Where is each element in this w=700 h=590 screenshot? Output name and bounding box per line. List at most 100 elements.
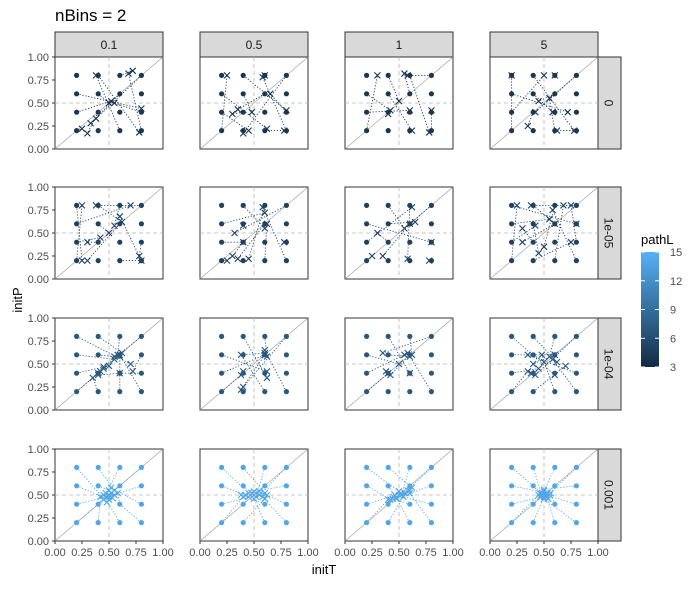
start-point: [219, 91, 225, 97]
start-point: [262, 91, 268, 97]
trajectory-path: [366, 223, 432, 243]
start-point: [385, 239, 391, 245]
x-tick-label: 0.75: [415, 547, 436, 559]
start-point: [364, 72, 370, 78]
trajectory-path: [103, 494, 121, 523]
start-point: [428, 501, 434, 507]
start-point: [509, 352, 515, 358]
y-tick-label: 0.75: [28, 467, 49, 479]
end-point-marker: [535, 365, 542, 372]
start-point: [364, 520, 370, 526]
facet-panel: [199, 317, 309, 411]
start-point: [240, 501, 246, 507]
end-point-marker: [549, 206, 557, 214]
start-point: [385, 91, 391, 97]
end-point-marker: [96, 493, 104, 501]
start-point: [262, 333, 268, 339]
start-point: [74, 483, 80, 489]
end-point-marker: [100, 363, 107, 371]
trajectory-path: [543, 205, 556, 247]
end-point-marker: [562, 362, 569, 370]
facet-panel: [489, 317, 599, 411]
x-tick-label: 0.75: [560, 547, 581, 559]
start-point: [407, 520, 413, 526]
col-strip-label: 0.1: [101, 38, 118, 52]
panel-grid: 0.1 0.5 1 5 0 1e-05 1e-04 0.001 0.00 0.25 0.50 0.75…: [28, 31, 622, 559]
end-point-marker: [266, 90, 274, 98]
trajectory-path: [221, 354, 268, 372]
start-point: [428, 202, 434, 208]
end-point-marker: [406, 220, 414, 228]
trajectory-path: [407, 490, 432, 523]
end-point-marker: [551, 351, 559, 359]
start-point: [95, 464, 101, 470]
trajectory-path: [511, 494, 550, 505]
trajectory-path: [92, 377, 99, 392]
start-point: [509, 389, 515, 395]
end-point-marker: [96, 234, 104, 241]
start-point: [95, 333, 101, 339]
col-strip: [199, 31, 309, 58]
start-point: [74, 91, 80, 97]
end-point-marker: [408, 203, 416, 211]
start-point: [530, 258, 536, 264]
start-point: [385, 501, 391, 507]
end-point-marker: [549, 108, 557, 116]
end-point-marker: [256, 487, 263, 495]
end-point-marker: [261, 495, 269, 503]
trajectory-path: [262, 77, 287, 131]
trajectory-path: [552, 359, 577, 392]
end-point-marker: [519, 225, 526, 232]
start-point: [428, 352, 434, 358]
end-point-marker: [245, 489, 252, 497]
start-point: [262, 258, 268, 264]
start-point: [117, 239, 123, 245]
end-point-marker: [234, 255, 242, 263]
start-point: [573, 333, 580, 339]
end-point-marker: [127, 202, 134, 209]
start-point: [552, 520, 558, 526]
trajectory-path: [264, 336, 268, 357]
end-point-marker: [263, 367, 271, 375]
trajectory-path: [541, 354, 556, 392]
start-point: [117, 464, 123, 470]
end-point-marker: [263, 220, 271, 228]
start-point: [428, 333, 434, 339]
end-point-marker: [527, 369, 535, 377]
end-point-marker: [239, 367, 247, 375]
start-point: [509, 258, 515, 264]
start-point: [552, 464, 558, 470]
trajectory-path: [382, 335, 432, 354]
end-point-marker: [540, 487, 548, 495]
start-point: [364, 239, 370, 245]
trajectory-path: [532, 223, 540, 254]
trajectory-path: [86, 111, 99, 134]
end-point-marker: [404, 255, 412, 263]
end-point-marker: [379, 252, 387, 260]
end-point-marker: [524, 351, 532, 359]
start-point: [117, 72, 123, 78]
end-point-marker: [237, 351, 245, 359]
start-point: [262, 109, 268, 115]
end-point-marker: [395, 360, 403, 368]
start-point: [364, 258, 370, 264]
start-point: [240, 72, 246, 78]
end-point-marker: [239, 222, 247, 230]
start-point: [552, 202, 558, 208]
y-tick-label: 1.00: [28, 182, 49, 194]
end-point-marker: [94, 371, 102, 379]
end-point-marker: [384, 110, 392, 118]
end-point-marker: [129, 67, 137, 75]
start-point: [428, 370, 434, 376]
trajectory-path: [242, 498, 266, 523]
end-point-marker: [263, 374, 271, 382]
legend-tick-label: 6: [670, 333, 676, 345]
end-point-marker: [553, 127, 561, 134]
trajectory-path: [366, 206, 413, 243]
end-point-marker: [406, 489, 414, 497]
legend-tick-label: 3: [670, 362, 676, 374]
legend-colorbar: [641, 252, 659, 367]
start-point: [262, 239, 268, 245]
end-point-marker: [567, 202, 575, 209]
end-point-marker: [89, 374, 97, 382]
